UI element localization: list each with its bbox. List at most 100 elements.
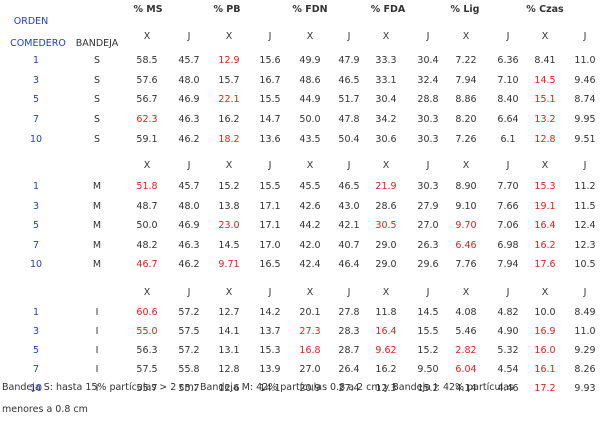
subheader-cell: X [541, 31, 549, 42]
subheader-cell: X [306, 287, 314, 298]
table-cell: 28.8 [417, 94, 439, 106]
table-cell: 7.06 [497, 220, 519, 231]
subheader-cell: J [347, 287, 351, 298]
table-cell: 9.70 [455, 220, 477, 231]
table-cell: 28.7 [338, 345, 360, 356]
bandeja-code: I [95, 326, 99, 337]
table-cell: 13.6 [259, 133, 281, 145]
bandeja-code: S [93, 94, 101, 106]
table-cell: 7.76 [455, 259, 477, 270]
subheader-cell: X [462, 160, 470, 171]
table-cell: 16.1 [534, 364, 556, 375]
header-group: % Lig [450, 4, 480, 15]
subheader-cell: J [187, 31, 191, 42]
table-cell: 48.0 [178, 200, 200, 212]
subheader-cell: X [306, 160, 314, 171]
comedero-number: 10 [29, 383, 43, 394]
bandeja-code: M [92, 259, 102, 270]
table-cell: 6.46 [455, 239, 477, 251]
comedero-number: 1 [32, 307, 40, 318]
table-cell: 27.9 [417, 200, 439, 212]
table-cell: 9.93 [574, 383, 596, 394]
table-cell: 11.2 [574, 181, 596, 192]
table-cell: 11.0 [574, 55, 596, 66]
table-cell: 17.2 [534, 383, 556, 394]
table-cell: 12.9 [218, 55, 240, 66]
footnote-line-2: menores a 0.8 cm [2, 404, 88, 415]
table-cell: 16.2 [218, 114, 240, 126]
subheader-cell: J [187, 287, 191, 298]
table-cell: 28.3 [338, 326, 360, 337]
subheader-cell: J [347, 31, 351, 42]
table-cell: 15.5 [417, 326, 439, 337]
table-cell: 5.32 [497, 345, 519, 356]
subheader-cell: X [382, 287, 390, 298]
table-cell: 17.6 [534, 259, 556, 270]
table-cell: 30.5 [375, 220, 397, 231]
bandeja-code: M [92, 200, 102, 212]
subheader-cell: X [306, 31, 314, 42]
table-cell: 60.6 [136, 307, 158, 318]
table-cell: 55.8 [178, 364, 200, 375]
table-cell: 8.26 [574, 364, 596, 375]
table-cell: 15.2 [218, 181, 240, 192]
table-cell: 16.5 [259, 259, 281, 270]
table-cell: 56.3 [136, 345, 158, 356]
table-cell: 57.5 [178, 326, 200, 337]
subheader-cell: J [506, 31, 510, 42]
table-cell: 48.2 [136, 239, 158, 251]
subheader-cell: X [143, 287, 151, 298]
table-cell: 8.41 [534, 55, 556, 66]
table-cell: 15.1 [534, 94, 556, 106]
table-cell: 58.5 [136, 55, 158, 66]
table-cell: 30.4 [375, 94, 397, 106]
table-cell: 4.90 [497, 326, 519, 337]
table-cell: 32.4 [417, 74, 439, 86]
header-group: % FDA [370, 4, 406, 15]
table-cell: 12.7 [218, 307, 240, 318]
table-cell: 45.5 [299, 181, 321, 192]
table-cell: 46.4 [338, 259, 360, 270]
table-cell: 15.6 [259, 55, 281, 66]
table-cell: 20.1 [299, 307, 321, 318]
table-cell: 47.8 [338, 114, 360, 126]
table-cell: 4.14 [455, 383, 477, 394]
table-cell: 4.54 [497, 364, 519, 375]
subheader-cell: J [426, 287, 430, 298]
table-cell: 29.6 [417, 259, 439, 270]
bandeja-code: M [92, 181, 102, 192]
table-cell: 21.9 [375, 181, 397, 192]
subheader-cell: X [143, 31, 151, 42]
table-cell: 9.71 [218, 259, 240, 270]
table-cell: 12.6 [218, 383, 240, 394]
subheader-cell: X [143, 160, 151, 171]
table-cell: 7.22 [455, 55, 477, 66]
table-cell: 16.7 [259, 74, 281, 86]
table-cell: 50.0 [136, 220, 158, 231]
table-cell: 46.7 [136, 259, 158, 270]
table-cell: 27.4 [338, 383, 360, 394]
comedero-number: 1 [32, 181, 40, 192]
table-cell: 30.3 [417, 133, 439, 145]
header-group: % PB [213, 4, 241, 15]
table-cell: 57.5 [136, 364, 158, 375]
table-cell: 27.8 [338, 307, 360, 318]
table-cell: 19.1 [534, 200, 556, 212]
table-cell: 15.7 [218, 74, 240, 86]
table-cell: 27.0 [299, 364, 321, 375]
subheader-cell: X [382, 31, 390, 42]
bandeja-code: M [92, 220, 102, 231]
table-cell: 14.5 [534, 74, 556, 86]
table-cell: 13.9 [259, 364, 281, 375]
table-cell: 26.3 [417, 239, 439, 251]
bandeja-code: I [95, 345, 99, 356]
table-cell: 8.86 [455, 94, 477, 106]
table-cell: 9.62 [375, 345, 397, 356]
comedero-number: 7 [32, 114, 40, 126]
table-cell: 20.9 [299, 383, 321, 394]
subheader-cell: J [583, 31, 587, 42]
comedero-number: 7 [32, 364, 40, 375]
table-cell: 7.94 [455, 74, 477, 86]
table-cell: 14.5 [417, 307, 439, 318]
subheader-cell: J [268, 160, 272, 171]
